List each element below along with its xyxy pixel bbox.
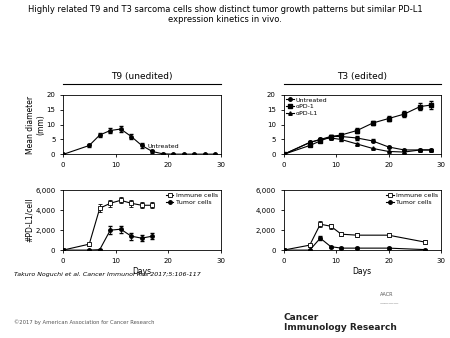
X-axis label: Days: Days: [132, 267, 151, 275]
Text: Takuro Noguchi et al. Cancer Immunol Res 2017;5:106-117: Takuro Noguchi et al. Cancer Immunol Res…: [14, 272, 200, 277]
Y-axis label: Mean diameter
(mm): Mean diameter (mm): [26, 95, 45, 153]
Text: Highly related T9 and T3 sarcoma cells show distinct tumor growth patterns but s: Highly related T9 and T3 sarcoma cells s…: [28, 5, 422, 24]
Text: ©2017 by American Association for Cancer Research: ©2017 by American Association for Cancer…: [14, 319, 154, 325]
Text: Cancer
Immunology Research: Cancer Immunology Research: [284, 313, 396, 332]
X-axis label: Days: Days: [353, 267, 372, 275]
Text: AACR: AACR: [380, 292, 394, 297]
Legend: Immune cells, Tumor cells: Immune cells, Tumor cells: [165, 192, 219, 206]
Text: ————: ————: [380, 301, 400, 306]
Text: T9 (unedited): T9 (unedited): [111, 72, 172, 81]
Text: T3 (edited): T3 (edited): [337, 72, 387, 81]
Y-axis label: #PD-L1/cell: #PD-L1/cell: [25, 198, 34, 242]
Legend: Untreated, αPD-1, αPD-L1: Untreated, αPD-1, αPD-L1: [285, 97, 328, 116]
Text: Untreated: Untreated: [147, 144, 179, 149]
Legend: Immune cells, Tumor cells: Immune cells, Tumor cells: [386, 192, 439, 206]
